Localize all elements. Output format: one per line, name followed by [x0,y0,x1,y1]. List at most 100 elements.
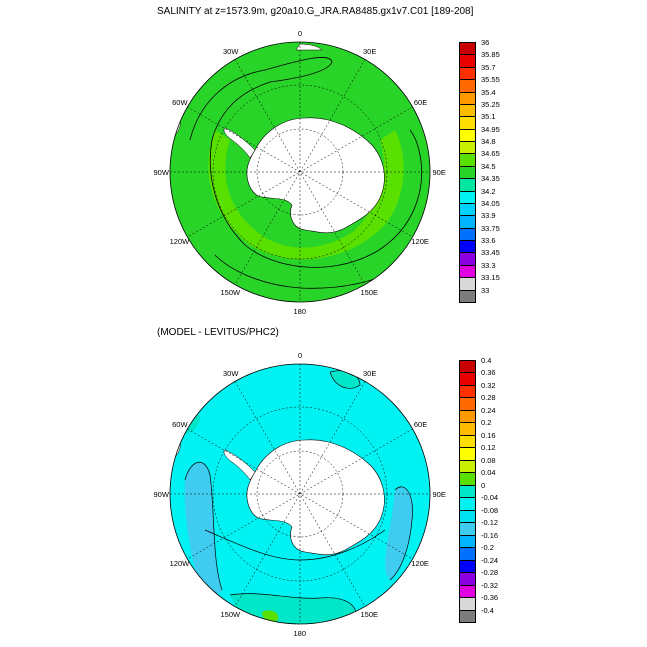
colorbar-label: 0.08 [481,455,496,465]
lon-label: 150E [360,287,379,297]
colorbar-label: 33.75 [481,223,500,233]
colorbar-swatch [459,409,476,424]
colorbar-label: -0.32 [481,580,499,590]
lon-label: 150W [220,287,241,297]
panel2-title: (MODEL - LEVITUS/PHC2) [157,327,279,338]
colorbar-swatch [459,584,476,599]
lon-label: 0 [298,350,303,360]
colorbar-label: 0.2 [481,418,492,428]
lon-label: 120W [169,559,190,568]
colorbar-swatch [459,447,476,461]
panel2-graticule [170,364,430,624]
panel2-anomaly-patch [262,610,279,622]
lon-label: 90E [432,489,446,499]
colorbar-label: -0.08 [481,505,499,515]
colorbar-swatch [459,597,476,611]
colorbar-swatch [459,289,476,303]
colorbar-label: 35.1 [481,112,496,122]
colorbar-label: 33.9 [481,211,496,221]
colorbar-label: 0.24 [481,405,496,415]
colorbar-swatch [459,384,476,399]
lon-label: 60W [172,98,188,107]
colorbar-label: 0.4 [481,356,492,365]
colorbar-label: 0.36 [481,368,496,378]
lon-label: 60E [413,98,428,107]
colorbar-label: 0.28 [481,393,496,403]
colorbar-label: 0 [481,480,486,490]
lon-label: 30E [363,47,377,57]
colorbar-swatch [459,484,476,499]
colorbar-label: -0.28 [481,568,499,578]
panel1-title: SALINITY at z=1573.9m, g20a10.G_JRA.RA84… [157,6,474,17]
lon-label: 120E [411,237,429,246]
colorbar-swatch [459,472,476,486]
lon-label: 0 [298,28,303,38]
panel2-antarctica-land [246,439,385,556]
panel2-anomaly-patch [184,462,222,594]
colorbar-label: 0.04 [481,468,496,478]
colorbar-label: 34.95 [481,124,500,134]
lon-label: 150E [360,609,379,619]
colorbar-label: 35.25 [481,99,500,109]
colorbar-label: -0.16 [481,530,499,540]
colorbar-label: 35.4 [481,87,496,97]
colorbar-label: 33 [481,285,490,295]
colorbar-label: -0.4 [481,605,494,615]
panel1-contour-line [189,57,423,268]
colorbar-label: 33.6 [481,236,496,246]
colorbar-label: -0.04 [481,493,499,503]
colorbar-swatch [459,572,476,586]
lon-label: 30W [223,369,239,379]
colorbar-label: 0.32 [481,380,496,390]
colorbar-label: -0.36 [481,593,499,603]
colorbar-label: 34.5 [481,161,496,171]
panel1-africa [295,43,323,51]
colorbar-label: 0.12 [481,443,496,453]
colorbar-label: -0.24 [481,555,499,565]
colorbar-label: 35.7 [481,62,496,72]
panel2-anomaly-patch [385,486,413,580]
colorbar-swatch [459,434,476,449]
lon-label: 90W [153,489,169,499]
colorbar-swatch [459,459,476,474]
colorbar-label: 34.2 [481,186,496,196]
lon-label: 60W [172,420,188,429]
colorbar-label: 0.16 [481,430,496,440]
lon-label: 30W [223,47,239,57]
colorbar-label: 35.55 [481,75,500,85]
colorbar-swatch [459,509,476,524]
colorbar-label: 34.05 [481,198,500,208]
colorbar-swatch [459,534,476,549]
colorbar-label: 34.65 [481,149,500,159]
colorbar-swatch [459,360,476,374]
colorbar-swatch [459,397,476,411]
colorbar-swatch [459,497,476,511]
colorbar-label: 33.45 [481,248,500,258]
panel1-contour-band [208,130,404,260]
colorbar-label: 35.85 [481,50,500,60]
colorbar-swatch [459,559,476,574]
lon-label: 120W [169,237,190,246]
colorbar-label: 33.15 [481,273,500,283]
lon-label: 180 [293,628,307,638]
panel2-anomaly-patch [230,593,356,624]
lon-label: 90E [432,167,446,177]
lon-label: 180 [293,306,307,316]
colorbar-swatch [459,547,476,561]
colorbar-swatch [459,609,476,623]
colorbar-swatch [459,422,476,436]
colorbar-label: 36 [481,38,490,47]
panel1-antarctica-land [246,117,385,234]
panel2-peninsula [223,449,256,481]
panel1-peninsula [223,127,256,159]
colorbar-swatch [459,372,476,386]
lon-label: 90W [153,167,169,177]
panel1-graticule [170,42,430,302]
colorbar-label: 34.8 [481,137,496,147]
lon-label: 150W [220,609,241,619]
colorbar-label: 34.35 [481,174,500,184]
panel2-australia [419,540,430,556]
lon-label: 60E [413,420,428,429]
